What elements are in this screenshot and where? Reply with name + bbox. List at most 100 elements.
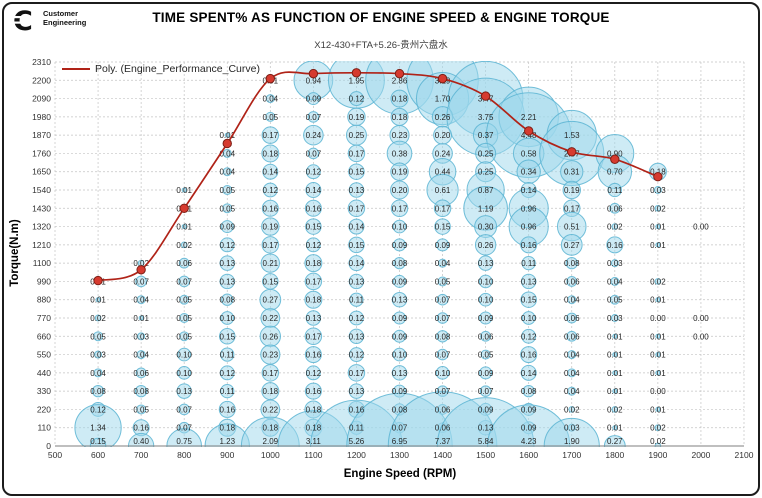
bubble-value-label: 5.26 [349, 437, 365, 446]
y-tick-label: 880 [37, 295, 51, 305]
bubble-value-label: 0.04 [564, 387, 580, 396]
bubble-value-label: 0.17 [564, 204, 580, 213]
bubble [438, 258, 448, 268]
bubble-value-label: 0.07 [392, 424, 408, 433]
bubble-value-label: 0.17 [263, 369, 279, 378]
bubble [219, 273, 235, 290]
bubble-value-label: 0.04 [90, 369, 106, 378]
bubble-value-label: 0.09 [521, 405, 537, 414]
bubble [348, 182, 365, 198]
bubble [655, 333, 661, 339]
bubble [612, 333, 618, 339]
bubble-value-label: 0.23 [263, 351, 279, 360]
bubble [610, 314, 619, 322]
bubble-value-label: 0.22 [263, 314, 279, 323]
y-tick-label: 1100 [33, 258, 52, 268]
bubble-value-label: 0.22 [263, 405, 279, 414]
bubble-value-label: 0.16 [263, 204, 279, 213]
bubble [390, 199, 409, 218]
bubble [610, 259, 619, 268]
bubble-value-label: 0.20 [435, 131, 451, 140]
y-tick-label: 1650 [32, 167, 51, 177]
bubble [178, 403, 190, 416]
bubble [261, 199, 279, 217]
bubble [91, 384, 105, 398]
bubble [609, 294, 620, 305]
bubble-value-label: 0.11 [349, 424, 365, 433]
chart-title: TIME SPENT% AS FUNCTION OF ENGINE SPEED … [152, 10, 610, 25]
legend-label: Poly. (Engine_Performance_Curve) [95, 63, 260, 75]
bubble [178, 257, 190, 269]
bubble-value-label: 0.05 [176, 332, 192, 341]
bubble [304, 327, 323, 346]
bubble-value-label: 0.01 [176, 223, 192, 232]
bubble-value-label: 0.12 [349, 95, 365, 104]
x-tick-label: 1500 [476, 450, 495, 460]
bubble-value-label: 0.05 [90, 332, 106, 341]
logo-text: Customer Engineering [43, 7, 86, 28]
bubble-value-label: 0.25 [349, 131, 365, 140]
bubble [348, 255, 365, 272]
bubble-value-label: 0.15 [521, 296, 537, 305]
cummins-logo-icon: C [12, 7, 33, 33]
y-tick-label: 220 [37, 404, 51, 414]
bubble [305, 310, 322, 326]
bubble-value-label: 0.75 [176, 437, 192, 446]
bubble-value-label: 0.04 [133, 296, 149, 305]
bubble [304, 199, 322, 217]
bubble [393, 311, 406, 325]
bubble-value-label: 0.09 [478, 369, 494, 378]
bubble-value-label: 0.24 [435, 149, 451, 158]
bubble-value-label: 0.11 [521, 259, 537, 268]
bubble [262, 182, 278, 198]
bubble-value-label: 1.90 [564, 437, 580, 446]
bubble-value-label: 0.24 [306, 131, 322, 140]
bubble [305, 218, 322, 235]
bubble-value-label: 0.09 [392, 241, 408, 250]
bubble-value-label: 0.03 [564, 424, 580, 433]
bubble-value-label: 0.25 [478, 168, 494, 177]
bubble-value-label: 0.18 [392, 95, 408, 104]
x-tick-label: 900 [220, 450, 234, 460]
bubble [435, 366, 450, 380]
bubble [390, 180, 409, 200]
bubble-value-label: 0.23 [392, 131, 408, 140]
bubble [306, 92, 320, 106]
bubble [436, 238, 450, 252]
bubble [220, 220, 234, 234]
bubble-value-label: 0.09 [219, 223, 235, 232]
bubble-value-label: 0.01 [650, 332, 666, 341]
bubble-value-label: 0.15 [306, 223, 322, 232]
bubble [304, 382, 322, 400]
bubble-value-label: 0.17 [349, 204, 365, 213]
bubble-value-label: 0.08 [219, 296, 235, 305]
bubble [261, 144, 280, 163]
bubble-value-label: 0.10 [176, 351, 192, 360]
x-tick-label: 1300 [390, 450, 409, 460]
bubble-value-label: 0.10 [219, 314, 235, 323]
bubble [609, 202, 621, 214]
bubble [348, 236, 365, 254]
bubble [176, 383, 192, 399]
bubble-value-label: 0.31 [564, 168, 580, 177]
bubble-value-label: 0.08 [133, 387, 149, 396]
x-tick-label: 1400 [433, 450, 452, 460]
bubble [219, 328, 236, 345]
y-tick-label: 770 [37, 313, 51, 323]
bubble [261, 126, 280, 144]
bubble [612, 352, 618, 358]
bubble-value-label: 0.13 [349, 332, 365, 341]
bubble [655, 297, 661, 303]
bubble [520, 364, 537, 381]
bubble-value-label: 0.13 [392, 369, 408, 378]
bubble [611, 406, 619, 413]
bubble [304, 254, 323, 273]
bubble-value-label: 0.06 [435, 424, 451, 433]
bubble [305, 164, 321, 180]
bubble-value-label: 0.40 [133, 437, 149, 446]
y-tick-label: 0 [46, 441, 51, 451]
bubble-value-label: 0.13 [219, 277, 235, 286]
bubble-value-label: 0.08 [521, 387, 537, 396]
bubble-value-label: 0.96 [521, 204, 537, 213]
